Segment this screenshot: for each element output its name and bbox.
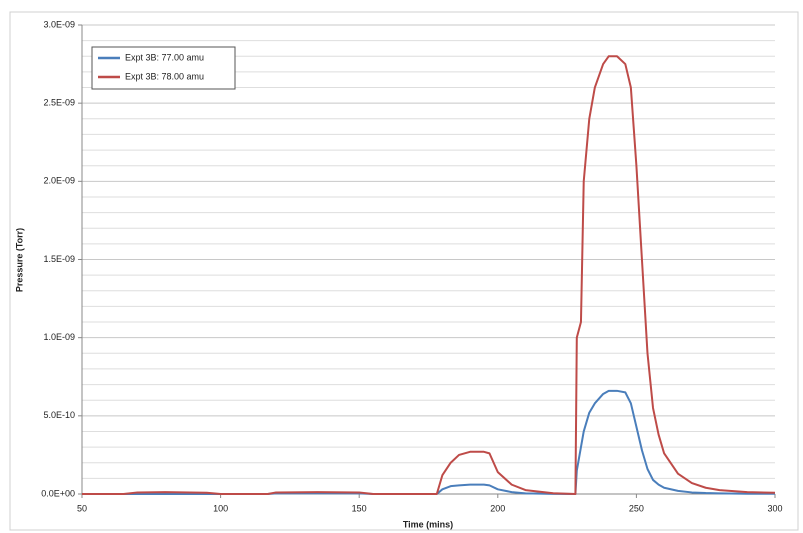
y-tick-label: 2.0E-09 (43, 176, 75, 186)
series-line (82, 55, 776, 495)
y-tick-label: 1.5E-09 (43, 254, 75, 264)
x-tick-label: 250 (629, 503, 644, 513)
y-tick-label: 1.0E-09 (43, 332, 75, 342)
legend: Expt 3B: 77.00 amu Expt 3B: 78.00 amu (91, 46, 236, 90)
x-tick-label: 300 (767, 503, 782, 513)
x-tick-label: 50 (77, 503, 87, 513)
x-tick-label: 150 (352, 503, 367, 513)
plot (82, 55, 776, 495)
x-tick-label: 100 (213, 503, 228, 513)
y-tick-label: 3.0E-09 (43, 19, 75, 29)
grid (78, 24, 776, 498)
legend-label: Expt 3B: 77.00 amu (125, 52, 204, 62)
y-tick-label: 5.0E-10 (43, 410, 75, 420)
y-tick-label: 2.5E-09 (43, 98, 75, 108)
x-axis-title: Time (mins) (403, 519, 453, 529)
x-tick-label: 200 (490, 503, 505, 513)
y-tick-label: 0.0E+00 (41, 488, 75, 498)
chart-border (9, 11, 799, 531)
y-axis-title: Pressure (Torr) (14, 228, 24, 292)
legend-box (91, 46, 236, 90)
legend-label: Expt 3B: 78.00 amu (125, 71, 204, 81)
